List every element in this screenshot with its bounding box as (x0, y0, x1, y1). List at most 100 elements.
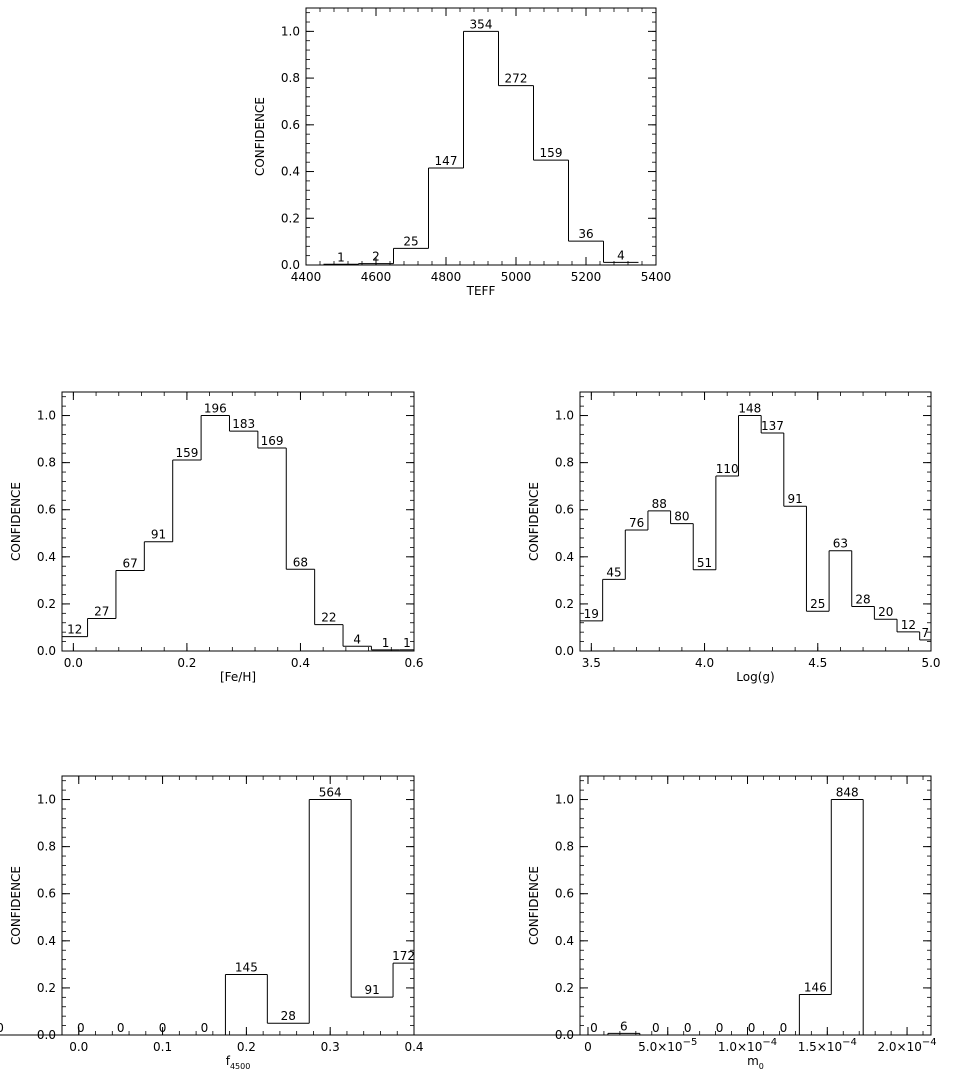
x-tick-label: 0.6 (404, 656, 423, 670)
bin-count-label: 196 (204, 402, 227, 416)
x-axis-label: m0 (747, 1054, 764, 1071)
bin-count-label: 91 (364, 983, 379, 997)
y-tick-label: 0.4 (555, 550, 574, 564)
y-tick-label: 0.2 (37, 981, 56, 995)
bin-count-label: 68 (293, 555, 308, 569)
y-tick-label: 0.4 (37, 550, 56, 564)
x-tick-label: 5400 (641, 270, 672, 284)
bin-count-label: 0 (159, 1021, 167, 1035)
x-axis-label-subscript: 4500 (230, 1062, 250, 1071)
bin-count-label: 28 (855, 592, 870, 606)
bin-count-label: 67 (122, 556, 137, 570)
y-tick-label: 1.0 (37, 409, 56, 423)
x-tick-label: 0.2 (237, 1040, 256, 1054)
y-tick-label: 0.2 (37, 597, 56, 611)
bin-count-label: 25 (810, 597, 825, 611)
x-tick-label: 4.0 (695, 656, 714, 670)
bin-count-label: 137 (761, 419, 784, 433)
bin-count-label: 4 (353, 632, 361, 646)
bin-count-label: 848 (836, 786, 859, 800)
bin-count-label: 19 (584, 607, 599, 621)
y-tick-label: 0.8 (37, 840, 56, 854)
bin-count-label: 0 (684, 1021, 692, 1035)
bin-count-label: 148 (738, 402, 761, 416)
plot-frame (61, 775, 415, 1036)
bin-count-label: 36 (578, 227, 593, 241)
bin-count-label: 146 (804, 981, 827, 995)
y-tick-label: 0.6 (37, 887, 56, 901)
bin-count-label: 20 (878, 605, 893, 619)
y-tick-label: 0.2 (555, 597, 574, 611)
x-tick-label: 0.3 (321, 1040, 340, 1054)
y-tick-label: 0.6 (555, 887, 574, 901)
bin-count-label: 1 (337, 250, 345, 264)
y-tick-label: 0.8 (281, 71, 300, 85)
y-tick-label: 0.2 (281, 211, 300, 225)
x-axis-label-subscript: 0 (759, 1062, 764, 1071)
y-tick-label: 0.6 (281, 118, 300, 132)
y-tick-label: 0.0 (37, 644, 56, 658)
x-tick-exponent: −5 (683, 1037, 698, 1048)
y-axis-label: CONFIDENCE (527, 482, 541, 561)
chart-f4500: 0.00.20.40.60.81.00.0 0.1 0.2 0.3 0.4f4500CO… (9, 775, 424, 1071)
y-tick-label: 1.0 (555, 409, 574, 423)
bin-count-label: 6 (620, 1019, 628, 1033)
chart-m0: 0.0 0.2 0.4 0.6 0.8 1.0 0 5.0×10−5 1.0×10−4 1.5×1… (0, 775, 937, 1071)
bin-count-label: 80 (674, 510, 689, 524)
x-tick-label: 5.0 (921, 656, 940, 670)
bin-count-label: 12 (67, 623, 82, 637)
x-tick-label: 4800 (431, 270, 462, 284)
x-tick-exponent: −4 (922, 1037, 937, 1048)
bin-count-label: 110 (716, 462, 739, 476)
plot-frame (61, 391, 415, 652)
x-tick-label: 1.0×10−4 (718, 1037, 777, 1054)
x-tick-label: 0 (584, 1040, 592, 1054)
x-tick-label: 0.0 (64, 656, 83, 670)
bin-count-label: 1 (382, 636, 390, 650)
bin-count-label: 0 (201, 1021, 209, 1035)
bin-count-label: 4 (617, 248, 625, 262)
y-tick-label: 1.0 (281, 24, 300, 38)
x-axis-label: [Fe/H] (220, 670, 256, 684)
x-tick-label: 0.4 (291, 656, 310, 670)
bin-count-label: 25 (403, 234, 418, 248)
bin-count-label: 91 (787, 492, 802, 506)
x-tick-label: 5.0×10−5 (638, 1037, 697, 1054)
bin-count-label: 88 (652, 497, 667, 511)
chart-logg: 0.0 0.2 0.4 0.6 0.8 1.0 3.5 4.0 4.5 5.0 Log(g) CONF… (527, 391, 941, 684)
bin-count-label: 145 (235, 960, 258, 974)
x-tick-label: 4600 (361, 270, 392, 284)
bin-count-label: 159 (540, 146, 563, 160)
bin-count-label: 63 (833, 537, 848, 551)
bin-count-label: 159 (175, 446, 198, 460)
x-axis-label: Log(g) (736, 670, 774, 684)
bin-count-label: 172 (392, 949, 415, 963)
chart-teff: 0.0 0.2 0.4 0.6 0.8 1.0 4400 4600 4800 5000 5200 54… (253, 7, 672, 298)
plot-frame (305, 7, 657, 266)
y-tick-label: 1.0 (555, 793, 574, 807)
y-tick-label: 0.8 (37, 456, 56, 470)
x-tick-label: 4.5 (808, 656, 827, 670)
bin-count-label: 564 (319, 786, 342, 800)
bin-count-label: 76 (629, 516, 644, 530)
y-tick-label: 0.2 (555, 981, 574, 995)
bin-count-label: 0 (652, 1021, 660, 1035)
x-tick-label: 3.5 (582, 656, 601, 670)
bin-count-label: 272 (505, 72, 528, 86)
bin-count-label: 0 (0, 1021, 4, 1035)
y-tick-label: 0.4 (37, 934, 56, 948)
bin-count-label: 2 (372, 250, 380, 264)
x-tick-label: 5200 (571, 270, 602, 284)
x-tick-exponent: −4 (762, 1037, 777, 1048)
x-tick-label: 0.0 (69, 1040, 88, 1054)
y-tick-label: 0.6 (37, 503, 56, 517)
y-tick-label: 0.8 (555, 840, 574, 854)
y-tick-label: 0.8 (555, 456, 574, 470)
x-tick-label: 4400 (291, 270, 322, 284)
bin-count-label: 51 (697, 556, 712, 570)
x-tick-label: 5000 (501, 270, 532, 284)
bin-count-label: 147 (435, 154, 458, 168)
y-tick-label: 0.4 (555, 934, 574, 948)
bin-count-label: 12 (901, 618, 916, 632)
bin-count-label: 45 (606, 565, 621, 579)
